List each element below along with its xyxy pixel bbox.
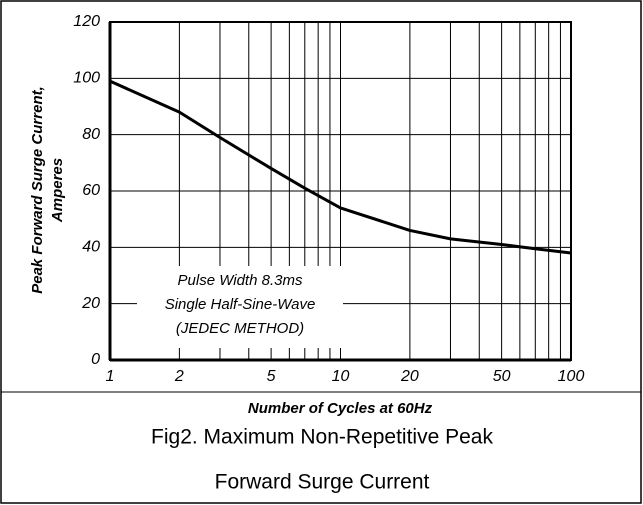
- y-tick-label: 40: [82, 239, 100, 256]
- caption: Forward Surge Current: [215, 471, 430, 494]
- annotation: Pulse Width 8.3ms: [178, 272, 303, 289]
- x-tick-label: 100: [558, 368, 585, 385]
- x-tick-label: 5: [267, 368, 276, 385]
- line-series: [109, 79, 572, 255]
- x-tick-label: 20: [400, 368, 419, 385]
- y-tick-label: 0: [91, 351, 100, 368]
- x-tick-label: 10: [332, 368, 350, 385]
- annotation-box: [137, 266, 343, 348]
- x-tick-label: 50: [493, 368, 511, 385]
- x-axis-label: Number of Cycles at 60Hz: [248, 400, 433, 417]
- y-tick-label: 60: [82, 182, 100, 199]
- y-axis-label: Peak Forward Surge Current,: [29, 86, 46, 294]
- x-tick-label: 2: [174, 368, 184, 385]
- caption: Fig2. Maximum Non-Repetitive Peak: [151, 426, 493, 449]
- annotation: (JEDEC METHOD): [176, 320, 304, 337]
- y-axis-label: Amperes: [49, 158, 66, 223]
- y-tick-label: 20: [81, 295, 100, 312]
- annotation: Single Half-Sine-Wave: [165, 296, 316, 313]
- y-tick-label: 120: [73, 13, 100, 30]
- y-tick-label: 80: [82, 126, 100, 143]
- x-tick-label: 1: [106, 368, 115, 385]
- y-tick-label: 100: [73, 70, 100, 87]
